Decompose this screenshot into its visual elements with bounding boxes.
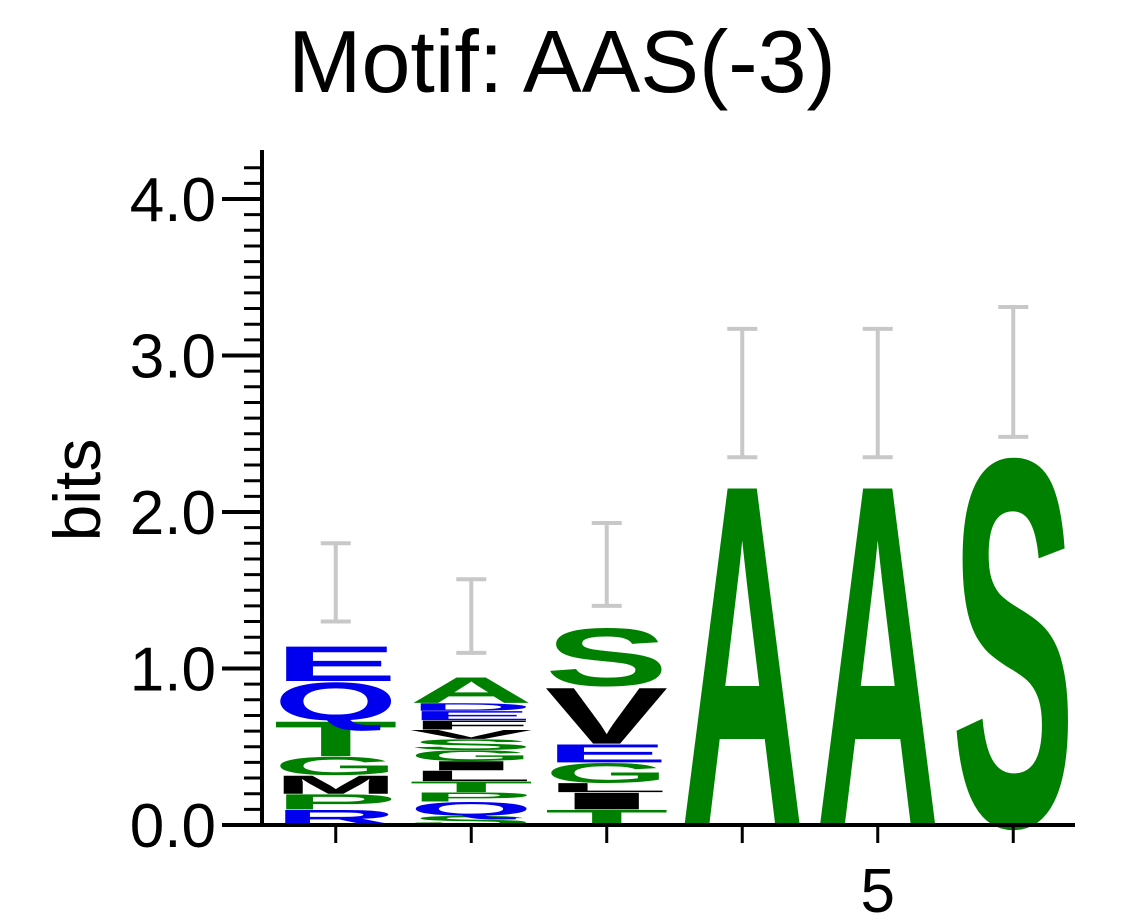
axes: 0.0 1.0 2.0 3.0 4.0 5: [130, 150, 1075, 920]
logo-letter-q: Q: [274, 671, 398, 732]
error-bar: [591, 520, 622, 608]
logo-letter-v: V: [545, 671, 668, 761]
logo-letter-p: P: [274, 790, 398, 814]
error-bars: [320, 304, 1029, 655]
logo-letter-i: I: [409, 758, 533, 773]
logo-letter-a: A: [409, 670, 533, 711]
logo-letter-d: D: [409, 701, 533, 713]
logo-letter-m: M: [274, 770, 398, 799]
logo-letter-v: V: [409, 727, 532, 742]
error-bar: [727, 326, 758, 460]
y-axis-label: bits: [40, 439, 114, 542]
logo-letter-g: G: [545, 757, 669, 789]
error-bar: [862, 326, 893, 460]
logo-letter-g: G: [409, 747, 533, 764]
y-tick-label: 2.0: [130, 479, 216, 548]
logo-letter-q: Q: [409, 798, 533, 820]
error-bar: [456, 577, 487, 655]
logo-letter-e: E: [545, 739, 669, 768]
y-tick-label: 0.0: [130, 792, 216, 861]
error-bar: [320, 541, 351, 624]
logo-letter-t: T: [409, 778, 533, 795]
x-tick-label: 5: [861, 857, 895, 920]
y-tick-label: 3.0: [130, 323, 216, 392]
logo-letter-l: L: [409, 768, 533, 785]
logo-letter-f: F: [409, 718, 533, 733]
logo-letter-t: T: [274, 711, 398, 767]
y-tick-label: 1.0: [130, 636, 216, 705]
logo-letter-l: L: [545, 780, 669, 795]
y-tick-label: 4.0: [130, 166, 216, 235]
logo-letter-e: E: [274, 636, 398, 692]
logo-letter-g: G: [274, 752, 398, 781]
logo-letter-e: E: [409, 708, 533, 723]
chart-title: Motif: AAS(-3): [288, 12, 836, 111]
logo-letter-s: S: [409, 736, 533, 753]
logo-letter-i: I: [545, 788, 669, 815]
logo-letter-s: S: [545, 612, 669, 704]
logo-letter-p: P: [409, 790, 533, 805]
error-bar: [998, 304, 1029, 439]
